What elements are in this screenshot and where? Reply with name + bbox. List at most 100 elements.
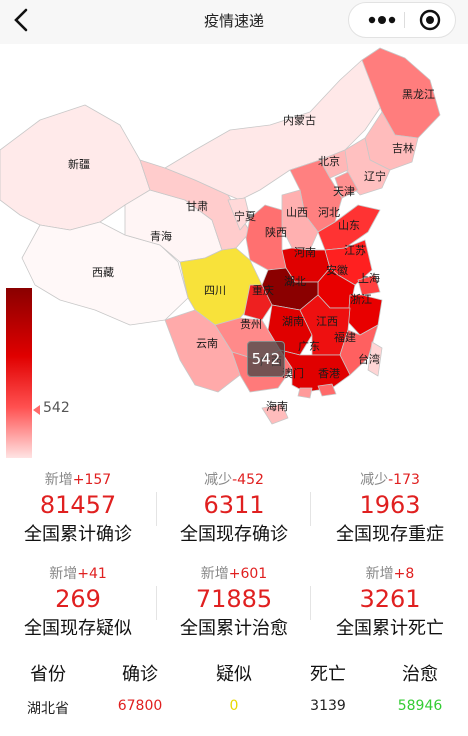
province-label: 四川 [204, 284, 226, 297]
province-label: 重庆 [252, 283, 274, 297]
province-label: 内蒙古 [283, 113, 316, 127]
nav-bar: 疫情速递 [0, 0, 468, 44]
province-label: 河南 [294, 246, 316, 259]
legend-handle-icon[interactable] [33, 405, 40, 416]
province-label: 安徽 [326, 263, 348, 277]
capsule-divider [404, 12, 405, 28]
province-xizang[interactable] [21, 221, 189, 326]
province-label: 香港 [318, 367, 340, 380]
province-label: 上海 [358, 271, 380, 285]
chevron-left-icon [14, 8, 28, 32]
stat-number: 269 [55, 585, 101, 613]
province-label: 广东 [298, 340, 320, 353]
stat-delta-value: +601 [228, 566, 268, 582]
stat-label: 全国现存确诊 [180, 524, 288, 545]
stat-delta-label: 新增 [200, 566, 229, 582]
stat-card: 新增+601 71885 全国累计治愈 [156, 564, 312, 642]
stat-delta-value: +41 [77, 566, 107, 582]
stat-delta: 新增+41 [0, 564, 156, 584]
column-header-cured: 治愈 [402, 664, 438, 685]
stat-delta: 新增+8 [312, 564, 468, 584]
cell-province: 湖北省 [27, 701, 69, 717]
stat-card: 减少-173 1963 全国现存重症 [312, 470, 468, 548]
stat-label: 全国累计确诊 [24, 524, 132, 545]
province-label: 福建 [334, 330, 356, 344]
province-hainan[interactable] [261, 403, 289, 425]
stat-delta: 减少-452 [156, 470, 312, 490]
stat-label: 全国现存疑似 [24, 618, 132, 639]
back-button[interactable] [8, 6, 36, 34]
province-chongqing[interactable] [243, 284, 273, 321]
table-header: 省份 确诊 疑似 死亡 治愈 [0, 660, 468, 690]
province-shanxi[interactable] [281, 189, 319, 251]
province-guangdong[interactable] [279, 349, 351, 393]
province-shanghai[interactable] [357, 274, 381, 296]
more-dots-icon [368, 16, 396, 24]
table-row[interactable]: 湖北省 67800 0 3139 58946 [0, 698, 468, 724]
province-label: 澳门 [282, 366, 304, 380]
cell-cured: 58946 [397, 698, 443, 714]
target-close-icon [419, 9, 441, 31]
province-label: 台湾 [358, 352, 380, 366]
stat-delta-label: 减少 [204, 472, 233, 488]
stat-divider [310, 586, 311, 620]
column-header-deaths: 死亡 [310, 664, 346, 685]
stat-delta-label: 新增 [44, 472, 73, 488]
stat-divider [310, 492, 311, 526]
stat-card: 减少-452 6311 全国现存确诊 [156, 470, 312, 548]
stat-delta-value: +157 [72, 472, 112, 488]
province-label: 辽宁 [364, 169, 386, 183]
stat-delta-label: 减少 [360, 472, 389, 488]
province-label: 宁夏 [234, 209, 256, 223]
mini-program-capsule [348, 2, 456, 38]
province-label: 青海 [150, 229, 172, 243]
province-label: 江苏 [344, 244, 366, 257]
stat-delta-label: 新增 [49, 566, 78, 582]
column-header-suspected: 疑似 [216, 664, 252, 685]
stat-number: 71885 [195, 585, 273, 613]
stat-label: 全国累计死亡 [336, 618, 444, 639]
stat-number: 6311 [203, 491, 265, 519]
stat-delta: 减少-173 [312, 470, 468, 490]
province-label: 西藏 [92, 266, 114, 279]
stat-card: 新增+157 81457 全国累计确诊 [0, 470, 156, 548]
province-taiwan[interactable] [367, 341, 383, 377]
stat-delta-value: -452 [232, 472, 264, 488]
province-label: 黑龙江 [402, 88, 435, 101]
province-label: 天津 [333, 185, 355, 198]
stat-card: 新增+8 3261 全国累计死亡 [312, 564, 468, 642]
stat-delta-label: 新增 [365, 566, 394, 582]
map-tooltip: 542 [247, 341, 285, 377]
province-label: 吉林 [392, 141, 414, 155]
province-label: 新疆 [68, 157, 90, 171]
province-label: 湖南 [282, 315, 304, 328]
stat-label: 全国现存重症 [336, 524, 444, 545]
column-header-confirmed: 确诊 [122, 664, 158, 685]
stat-delta-value: +8 [393, 566, 415, 582]
stat-label: 全国累计治愈 [180, 618, 288, 639]
stat-divider [156, 586, 157, 620]
more-button[interactable] [359, 3, 405, 37]
stat-number: 81457 [39, 491, 117, 519]
province-tianjin[interactable] [334, 171, 359, 199]
province-aomen[interactable] [297, 387, 313, 399]
visual-map-legend[interactable] [6, 288, 32, 458]
province-xianggang[interactable] [317, 383, 337, 397]
province-label: 山西 [286, 206, 308, 219]
province-label: 江西 [316, 315, 338, 328]
stat-delta-value: -173 [388, 472, 420, 488]
cell-confirmed: 67800 [117, 698, 163, 714]
stat-number: 1963 [359, 491, 421, 519]
close-button[interactable] [413, 6, 447, 34]
stat-number: 3261 [359, 585, 421, 613]
province-label: 甘肃 [186, 200, 208, 213]
province-label: 云南 [196, 337, 218, 350]
stat-delta: 新增+157 [0, 470, 156, 490]
province-label: 河北 [318, 206, 340, 219]
province-label: 山东 [338, 219, 360, 232]
province-label: 北京 [318, 154, 340, 168]
province-label: 湖北 [284, 275, 306, 288]
stat-delta: 新增+601 [156, 564, 312, 584]
cell-suspected: 0 [229, 698, 239, 714]
